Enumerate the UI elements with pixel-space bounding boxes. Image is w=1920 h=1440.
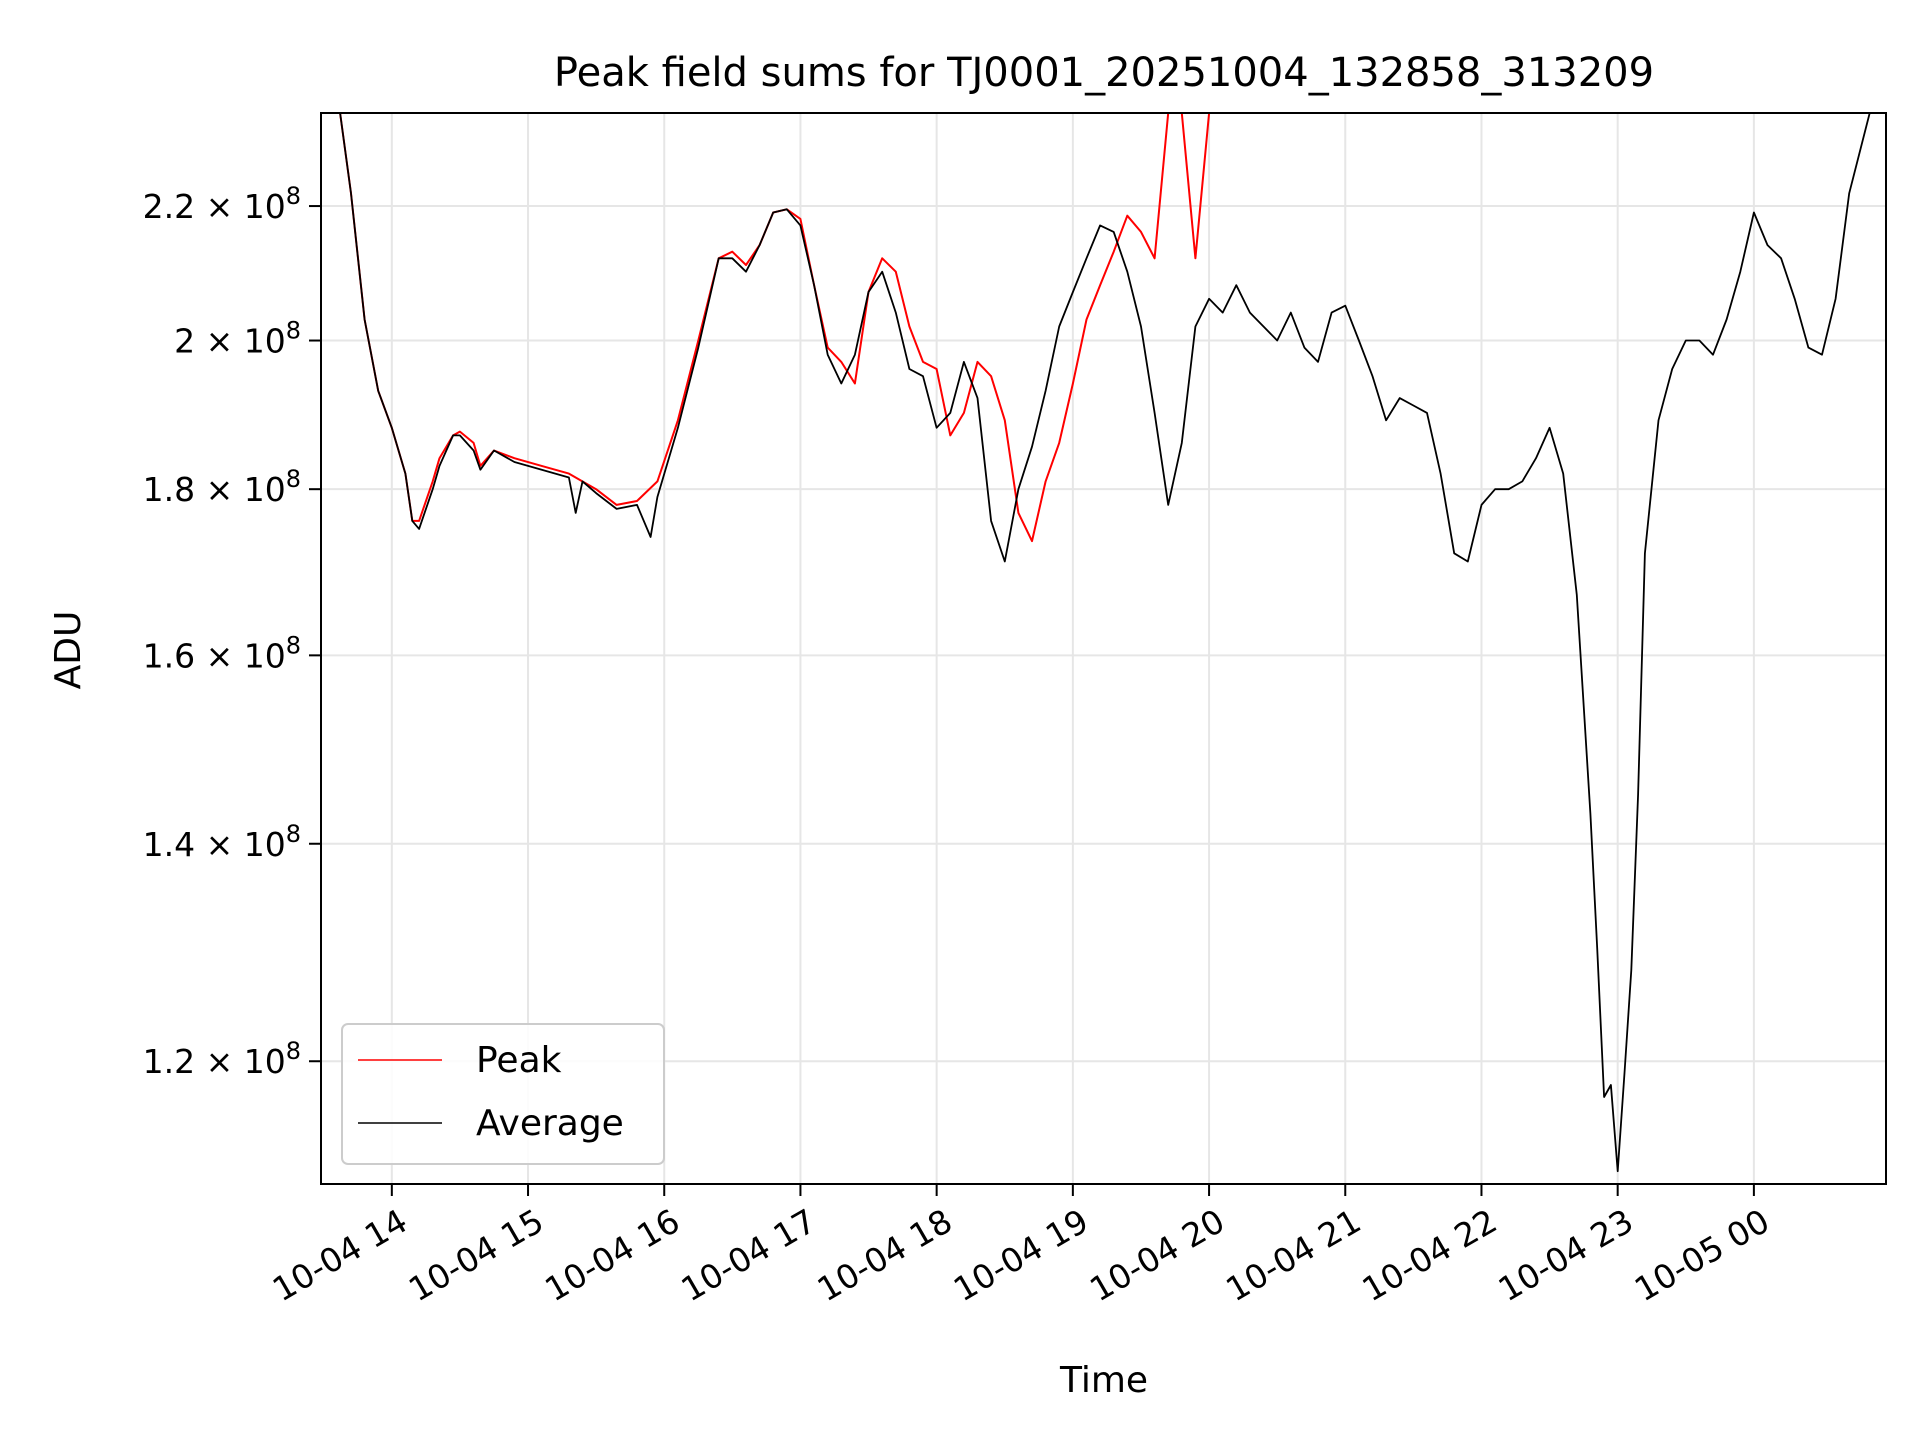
y-tick-label: 1.4 × 108 [143, 820, 301, 864]
legend: Peak Average [341, 1023, 665, 1165]
y-axis: 1.2 × 108 1.4 × 108 1.6 × 108 1.8 × 108 2 × … [143, 182, 321, 1081]
legend-label-peak: Peak [476, 1040, 562, 1081]
legend-box [341, 1023, 665, 1165]
y-tick-label: 1.6 × 108 [143, 631, 301, 675]
chart-title: Peak field sums for TJ0001_20251004_1328… [554, 50, 1654, 96]
plot-frame [320, 112, 1887, 1185]
grid [321, 113, 1886, 1184]
y-tick-label: 2 × 108 [174, 317, 301, 361]
series-line-average [339, 113, 1871, 1173]
y-axis-label: ADU [48, 611, 89, 690]
y-tick-label: 2.2 × 108 [143, 182, 301, 226]
series-line-peak [339, 113, 1870, 543]
legend-label-average: Average [476, 1103, 624, 1144]
series-group [339, 113, 1871, 1173]
y-tick-label: 1.2 × 108 [143, 1037, 301, 1081]
x-axis-label: Time [1059, 1360, 1148, 1401]
y-tick-label: 1.8 × 108 [143, 465, 301, 509]
